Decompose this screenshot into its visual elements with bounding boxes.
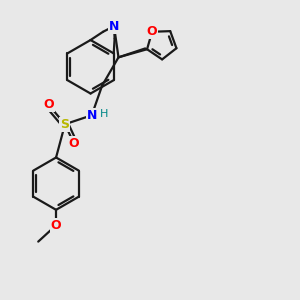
Text: S: S [61, 118, 70, 131]
Text: O: O [43, 98, 54, 111]
Text: H: H [100, 109, 108, 119]
Text: N: N [86, 109, 97, 122]
Text: O: O [147, 25, 158, 38]
Text: O: O [69, 137, 79, 150]
Text: N: N [109, 20, 119, 33]
Text: O: O [51, 219, 62, 232]
